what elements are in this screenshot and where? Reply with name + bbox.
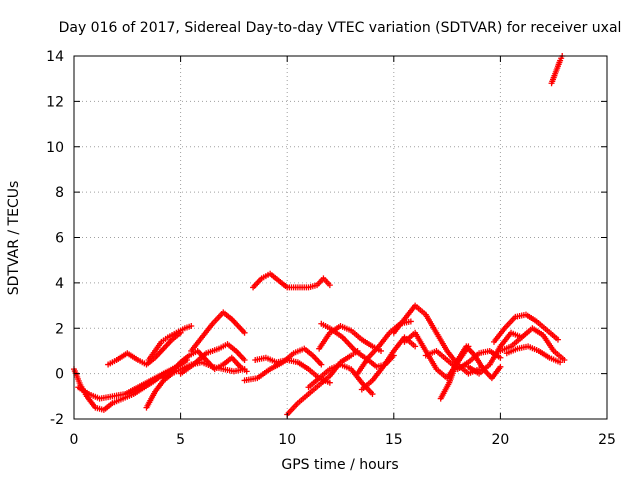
data-point <box>407 318 414 325</box>
series-track-z <box>548 53 566 87</box>
axis-ticks: 0 5 10 15 20 25 -2 0 2 4 6 8 10 12 14 <box>46 49 616 448</box>
y-axis-label: SDTVAR / TECUs <box>6 181 22 296</box>
series-track-g <box>188 309 248 354</box>
y-tick-label: -2 <box>50 412 64 428</box>
y-tick-label: 8 <box>55 185 64 201</box>
data-marks <box>71 53 568 418</box>
grid <box>74 56 607 419</box>
x-tick-label: 10 <box>278 432 296 448</box>
x-tick-label: 20 <box>491 432 509 448</box>
series-track-h <box>177 341 248 377</box>
y-tick-label: 2 <box>55 321 64 337</box>
y-tick-label: 10 <box>46 140 64 156</box>
series-track-d <box>145 322 195 364</box>
data-point <box>326 282 333 289</box>
series-track-e <box>143 359 248 411</box>
chart-title: Day 016 of 2017, Sidereal Day-to-day VTE… <box>59 20 622 36</box>
data-point <box>243 368 250 375</box>
data-point <box>561 357 568 364</box>
data-point <box>369 391 376 398</box>
series-track-k <box>241 345 325 384</box>
y-tick-label: 4 <box>55 276 64 292</box>
x-tick-label: 15 <box>385 432 403 448</box>
y-tick-label: 6 <box>55 231 64 247</box>
y-tick-label: 0 <box>55 367 64 383</box>
x-tick-label: 25 <box>598 432 616 448</box>
data-point <box>188 322 195 329</box>
series-track-u <box>437 343 504 402</box>
series-track-l <box>284 347 361 418</box>
data-point <box>378 347 385 354</box>
data-point <box>326 379 333 386</box>
x-tick-label: 0 <box>70 432 79 448</box>
data-point <box>241 329 248 336</box>
series-track-w <box>491 311 561 345</box>
y-tick-label: 12 <box>46 94 64 110</box>
data-point <box>497 363 504 370</box>
series-track-y <box>503 343 564 366</box>
x-axis-label: GPS time / hours <box>281 457 398 473</box>
x-tick-label: 5 <box>176 432 185 448</box>
data-point <box>497 354 504 361</box>
data-point <box>318 361 325 368</box>
series-track-j <box>250 270 333 291</box>
series-track-n <box>316 322 385 354</box>
data-point <box>412 343 419 350</box>
data-point <box>554 336 561 343</box>
y-tick-label: 14 <box>46 49 64 65</box>
data-point <box>241 357 248 364</box>
series-track-x <box>497 325 568 364</box>
data-point <box>557 359 564 366</box>
